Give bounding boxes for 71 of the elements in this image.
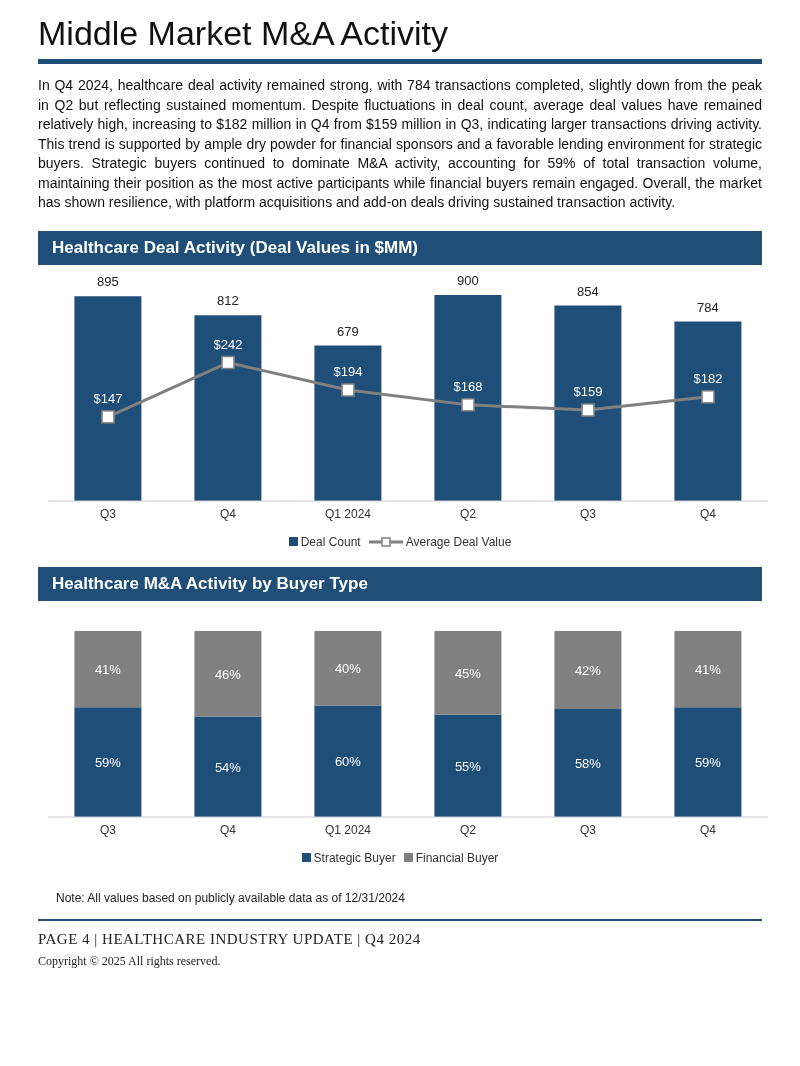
bar	[674, 706, 742, 817]
data-label: $159	[573, 383, 603, 399]
bar	[674, 321, 742, 501]
x-tick-label: Q1 2024	[324, 506, 372, 521]
bar	[194, 314, 262, 501]
data-label: 41%	[694, 661, 722, 677]
bar	[194, 630, 262, 717]
data-label: 41%	[94, 661, 122, 677]
x-tick-label: Q2	[459, 822, 477, 837]
bar	[74, 295, 142, 501]
point	[341, 382, 355, 397]
legend-label: Average Deal Value	[404, 534, 512, 549]
point	[221, 355, 235, 369]
x-tick-label: Q2	[459, 506, 477, 521]
chart-title: Healthcare M&A Activity by Buyer Type	[38, 566, 762, 601]
data-label: 40%	[334, 660, 362, 676]
x-tick-label: Q1 2024	[324, 822, 372, 837]
point	[581, 402, 595, 417]
bar	[314, 630, 382, 705]
text: Copyright © 2025 All rights reserved.	[38, 953, 222, 969]
point	[101, 409, 115, 424]
point	[461, 397, 475, 412]
text: In Q4 2024, healthcare deal activity remained strong, with 784 transactions completed, slightly down from the peak in Q2 but reflecting sustained momentum. Despite fluctuations in deal count, average deal values have remained relatively high, increasing to $182 million in Q4 from $159 million in Q3, indicating larger transactions driving activity. This trend is supported by ample dry powder for financial sponsors and a favorable lending environment for strategic buyers. Strategic buyers continued to dominate M&A activity, accounting for 59% of total transaction volume, maintaining their position as the most active participants while financial buyers remain engaged. Overall, the market has shown resilience, with platform acquisitions and add-on deals driving sustained transaction activity.	[38, 76, 762, 212]
bar	[314, 345, 382, 501]
text: PAGE 4 | HEALTHCARE INDUSTRY UPDATE | Q4 2024	[38, 918, 762, 948]
x-tick-label: Q4	[699, 506, 717, 521]
bar	[434, 630, 502, 715]
data-label: 60%	[334, 753, 362, 769]
x-tick-label: Q3	[99, 822, 117, 837]
data-label: $168	[453, 378, 483, 394]
bar	[554, 305, 622, 501]
x-tick-label: Q3	[99, 506, 117, 521]
data-label: 59%	[694, 754, 722, 770]
point	[701, 389, 715, 404]
x-tick-label: Q3	[579, 506, 597, 521]
bar	[434, 714, 502, 817]
legend-label: Strategic Buyer	[312, 850, 396, 865]
bar	[314, 704, 382, 817]
x-tick-label: Q3	[579, 822, 597, 837]
bar	[74, 706, 142, 817]
bar	[554, 630, 622, 709]
legend-label: Financial Buyer	[414, 850, 499, 865]
text: Middle Market M&A Activity	[37, 13, 449, 54]
data-label: $182	[693, 370, 723, 386]
bar	[674, 630, 742, 707]
bar	[74, 630, 142, 707]
bar	[554, 708, 622, 817]
x-tick-label: Q4	[219, 506, 237, 521]
bar	[434, 294, 502, 501]
x-tick-label: Q4	[699, 822, 717, 837]
data-label: 895	[97, 273, 119, 289]
data-label: 54%	[214, 759, 242, 775]
data-label: $242	[213, 336, 243, 352]
bar	[194, 716, 262, 817]
legend-label: Deal Count	[299, 534, 361, 549]
data-label: 45%	[454, 665, 482, 681]
x-tick-label: Q4	[219, 822, 237, 837]
chart-title: Healthcare Deal Activity (Deal Values in $MM)	[38, 230, 762, 265]
data-label: 679	[337, 323, 359, 339]
data-label: $147	[93, 390, 123, 406]
data-label: 59%	[94, 754, 122, 770]
data-label: 46%	[214, 666, 242, 682]
text: Note: All values based on publicly available data as of 12/31/2024	[56, 890, 406, 905]
data-label: 55%	[454, 758, 482, 774]
data-label: 58%	[574, 755, 602, 771]
data-label: 784	[697, 299, 719, 315]
data-label: 900	[457, 272, 479, 288]
data-label: 854	[577, 283, 599, 299]
data-label: 812	[217, 292, 239, 308]
data-label: 42%	[574, 662, 602, 678]
data-label: $194	[333, 363, 363, 379]
